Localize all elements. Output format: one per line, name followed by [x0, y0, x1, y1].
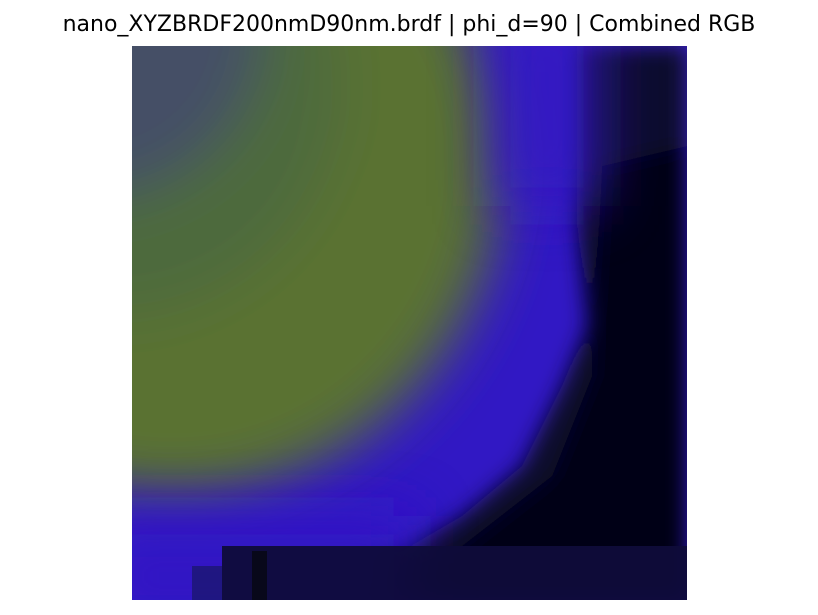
green-region: [132, 46, 502, 496]
dark-region: [242, 46, 687, 600]
chart-title: nano_XYZBRDF200nmD90nm.brdf | phi_d=90 |…: [62, 12, 756, 37]
bottom-dark-strip: [192, 546, 687, 600]
brdf-heatmap-image: [132, 46, 687, 600]
